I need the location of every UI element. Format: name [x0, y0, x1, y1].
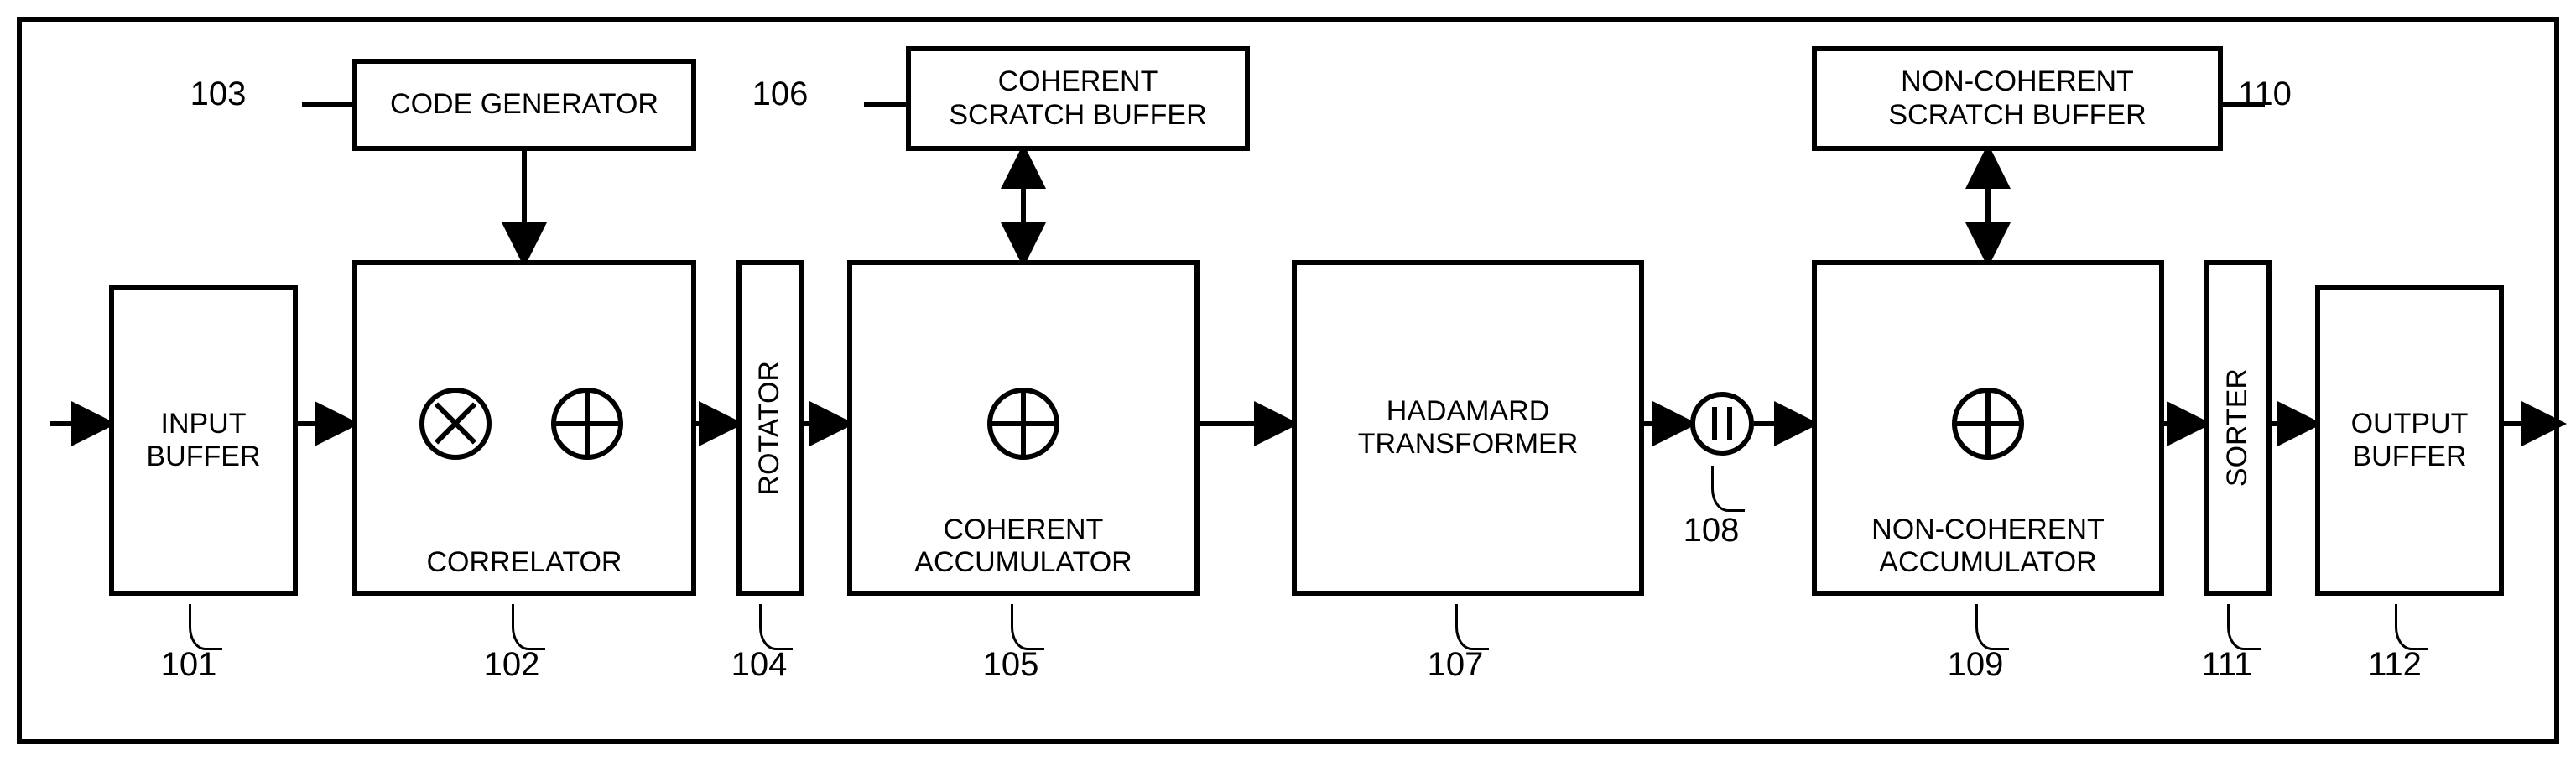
noncoh_add	[1952, 388, 2024, 460]
leader-hook	[759, 604, 793, 650]
hadamard-block: HADAMARDTRANSFORMER	[1292, 260, 1644, 596]
input_buffer-block: INPUTBUFFER	[109, 285, 298, 596]
ref-103: 103	[176, 76, 260, 113]
correlator_mult	[419, 388, 492, 460]
ref-101: 101	[147, 646, 231, 684]
ref-105: 105	[969, 646, 1053, 684]
correlator-block: CORRELATOR	[352, 260, 696, 596]
leader-hook	[2227, 604, 2261, 650]
leader-hook	[512, 604, 545, 650]
ref-112: 112	[2353, 646, 2437, 684]
ref-104: 104	[717, 646, 801, 684]
coherent_add	[987, 388, 1059, 460]
ref-107: 107	[1413, 646, 1497, 684]
leader-hook	[1455, 604, 1489, 650]
noncoh_buf-block: NON-COHERENTSCRATCH BUFFER	[1812, 46, 2223, 151]
sorter-block: SORTER	[2204, 260, 2272, 596]
ref-111: 111	[2185, 646, 2269, 684]
ref-102: 102	[470, 646, 554, 684]
abs_op-op	[1690, 392, 1754, 456]
diagram-canvas: INPUTBUFFER 101 CORRELATOR 102 CODE GENERATO…	[0, 0, 2576, 761]
output_buffer-block: OUTPUTBUFFER	[2315, 285, 2504, 596]
ref-108: 108	[1669, 512, 1753, 550]
ref-106: 106	[738, 76, 822, 113]
leader-hook	[1975, 604, 2009, 650]
leader-hook	[2395, 604, 2428, 650]
ref-109: 109	[1933, 646, 2017, 684]
coherent_buf-block: COHERENTSCRATCH BUFFER	[906, 46, 1250, 151]
code_generator-block: CODE GENERATOR	[352, 59, 696, 151]
leader-hook	[189, 604, 222, 650]
rotator-block: ROTATOR	[736, 260, 804, 596]
leader-hook	[1711, 466, 1745, 512]
leader-hook	[1011, 604, 1044, 650]
ref-110: 110	[2223, 76, 2307, 113]
correlator_add	[551, 388, 623, 460]
